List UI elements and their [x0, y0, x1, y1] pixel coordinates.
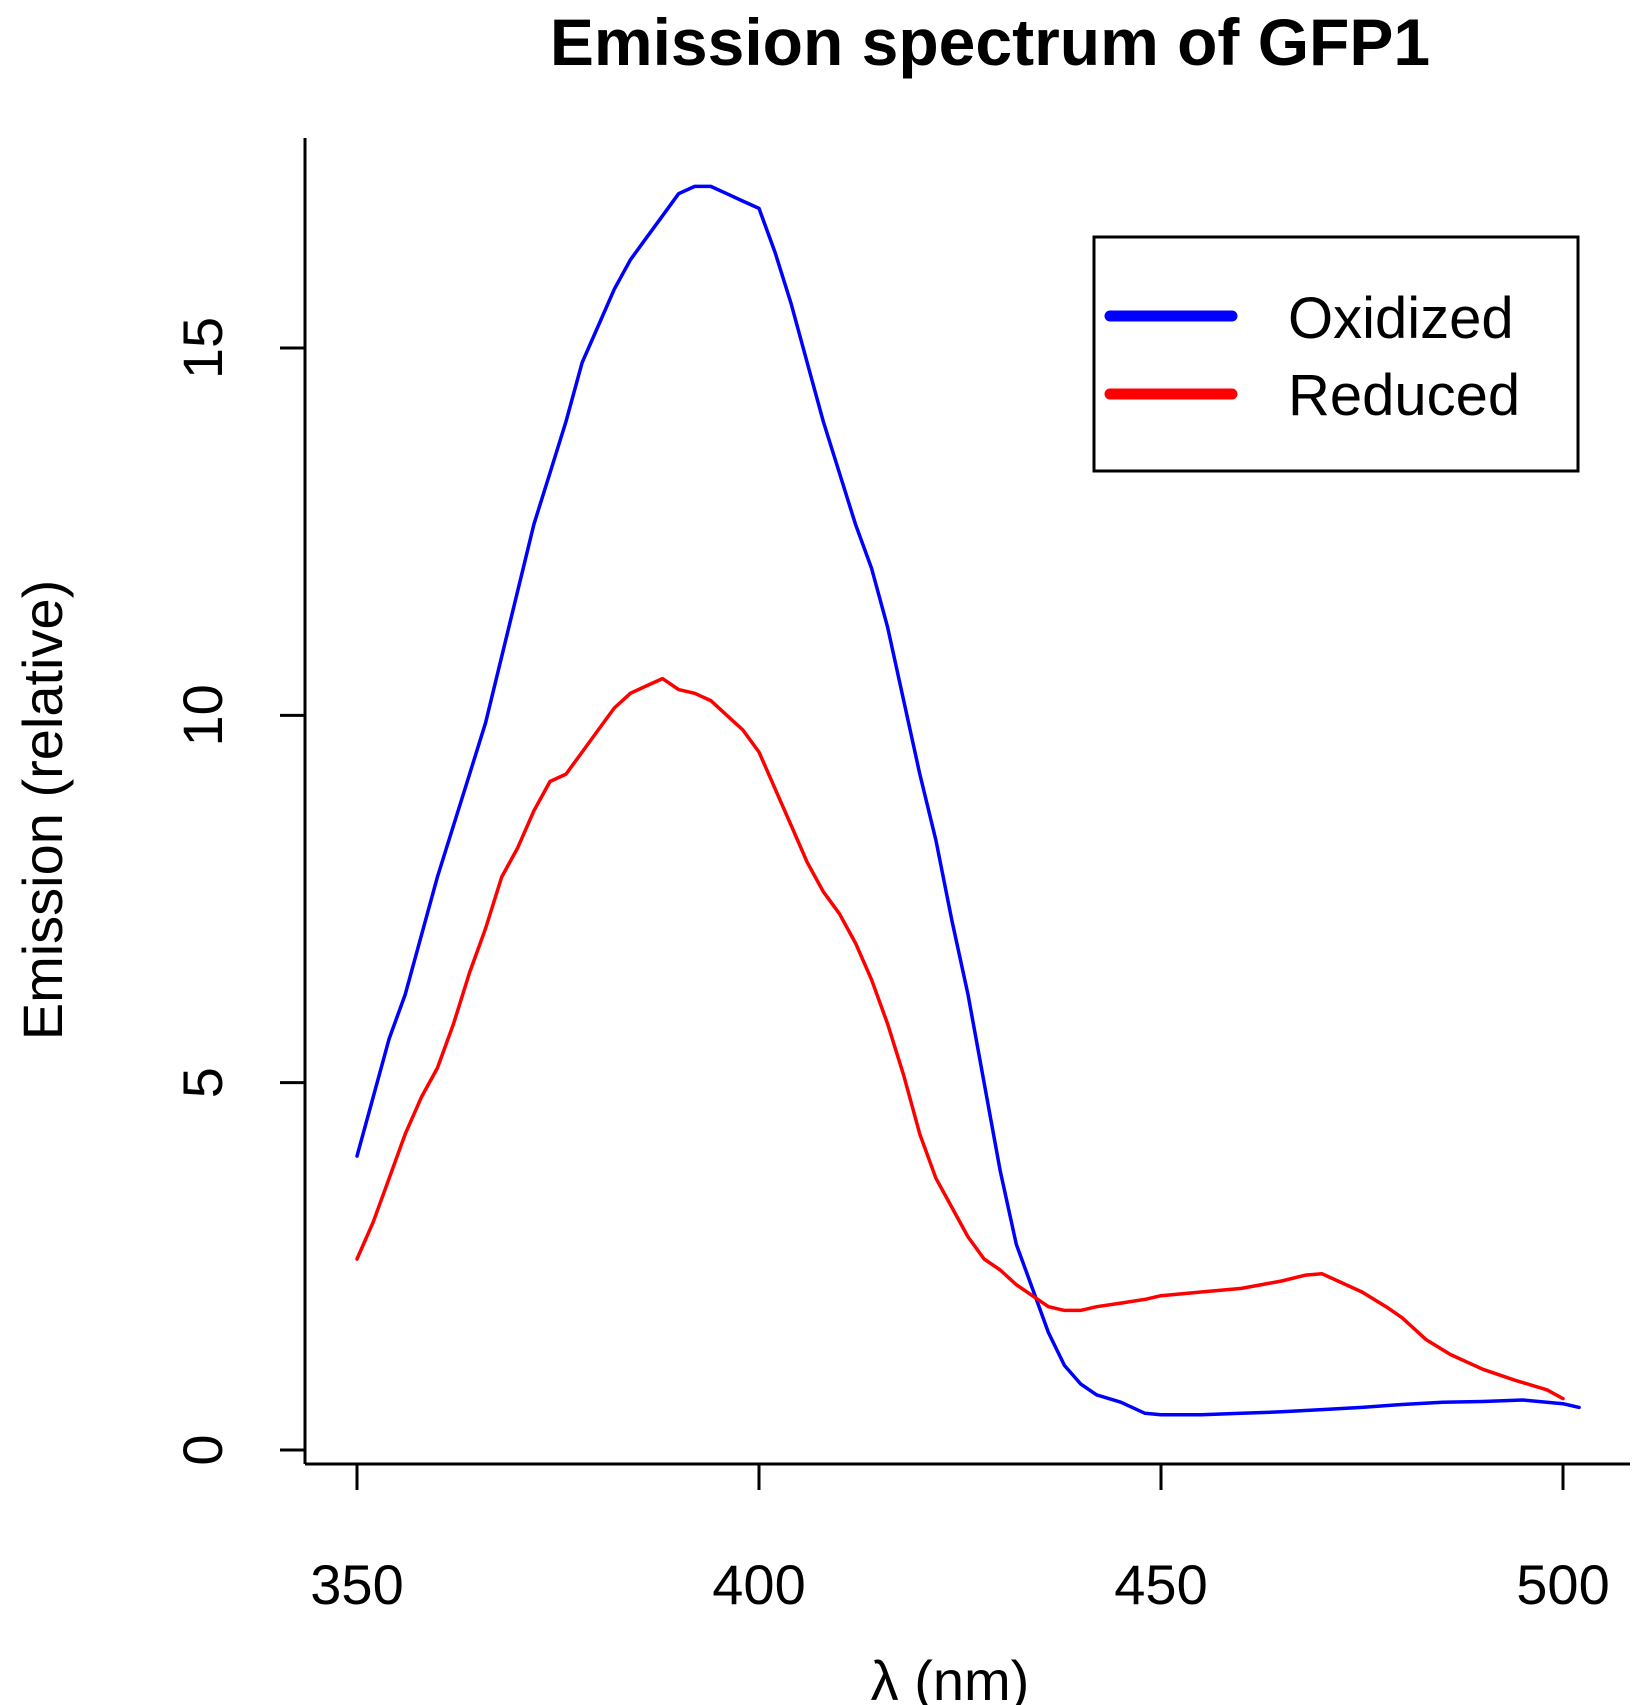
plot-area: 0 5 10 15 350 400 450 500 — [171, 138, 1630, 1616]
legend: Oxidized Reduced — [1092, 235, 1580, 473]
series-line-oxidized — [355, 184, 1581, 1417]
y-tick-label: 10 — [171, 684, 234, 746]
x-tick-label: 350 — [310, 1553, 403, 1616]
x-axis-label: λ (nm) — [871, 1649, 1030, 1705]
y-axis-ticks: 0 5 10 15 — [171, 317, 305, 1466]
series-lines — [355, 184, 1581, 1417]
x-tick-label: 450 — [1114, 1553, 1207, 1616]
legend-label-oxidized: Oxidized — [1288, 286, 1514, 351]
legend-label-reduced: Reduced — [1288, 363, 1520, 428]
legend-box — [1092, 235, 1580, 473]
x-tick-label: 500 — [1516, 1553, 1609, 1616]
x-axis-ticks: 350 400 450 500 — [310, 1464, 1610, 1616]
series-line-reduced — [355, 676, 1565, 1401]
y-tick-label: 15 — [171, 317, 234, 379]
chart-title: Emission spectrum of GFP1 — [550, 5, 1430, 79]
y-axis-label: Emission (relative) — [11, 580, 74, 1041]
y-tick-label: 0 — [171, 1434, 234, 1465]
y-tick-label: 5 — [171, 1067, 234, 1098]
x-tick-label: 400 — [712, 1553, 805, 1616]
